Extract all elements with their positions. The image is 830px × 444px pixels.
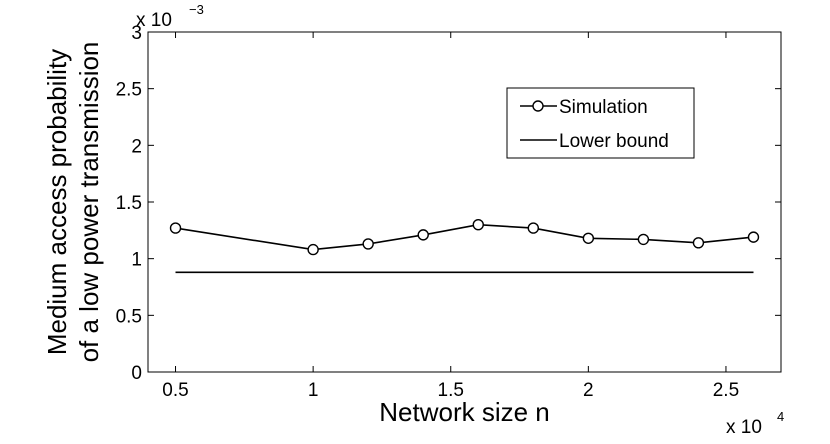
legend: Simulation Lower bound (506, 87, 695, 159)
simulation-point (527, 222, 540, 234)
y-tick-label: 1 (131, 250, 142, 271)
simulation-point (582, 232, 595, 244)
legend-label-simulation: Simulation (559, 97, 648, 118)
labels-layer: Network size n Medium access probability… (42, 2, 784, 438)
x-tick-label: 0.5 (162, 380, 188, 401)
series-layer (169, 218, 760, 274)
x-tick-label: 2.5 (713, 380, 739, 401)
simulation-point (637, 233, 650, 246)
y-exponent-base: x 10 (136, 10, 172, 31)
x-exponent-base: x 10 (726, 417, 762, 438)
y-tick-label: 3 (131, 23, 142, 44)
y-exponent-power: −3 (189, 2, 204, 17)
y-tick-label: 1.5 (116, 193, 142, 214)
y-tick-label: 0 (131, 363, 142, 384)
x-exponent-power: 4 (777, 409, 784, 424)
y-axis-title-line-1: Medium access probability (42, 49, 72, 355)
simulation-point (472, 218, 484, 231)
y-tick-label: 2.5 (116, 80, 142, 101)
simulation-point (692, 237, 705, 249)
y-tick-label: 0.5 (116, 306, 142, 327)
simulation-line (175, 223, 754, 251)
x-tick-label: 1 (308, 380, 319, 401)
legend-box (506, 87, 695, 159)
legend-label-lower-bound: Lower bound (559, 131, 669, 152)
y-axis-title-line-2: of a low power transmission (74, 42, 104, 363)
simulation-point (747, 231, 760, 243)
axes: 0 0.5 1 1.5 2 2.5 3 0.5 1 1.5 2 2.5 (116, 23, 782, 401)
x-axis-title: Network size n (379, 397, 550, 427)
legend-marker-simulation (532, 100, 544, 112)
y-tick-label: 2 (131, 136, 142, 157)
plot-frame (147, 31, 782, 373)
simulation-point (362, 238, 374, 250)
x-tick-label: 1.5 (438, 380, 464, 401)
simulation-point (169, 222, 182, 234)
x-tick-label: 2 (583, 380, 594, 401)
simulation-point (417, 229, 429, 241)
simulation-point (307, 243, 319, 256)
